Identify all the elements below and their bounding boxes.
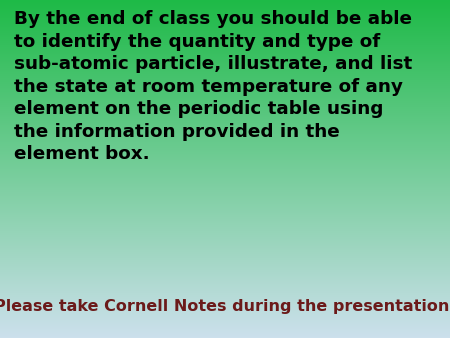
Text: Please take Cornell Notes during the presentation!: Please take Cornell Notes during the pre…: [0, 299, 450, 314]
Text: By the end of class you should be able
to identify the quantity and type of
sub-: By the end of class you should be able t…: [14, 10, 412, 163]
